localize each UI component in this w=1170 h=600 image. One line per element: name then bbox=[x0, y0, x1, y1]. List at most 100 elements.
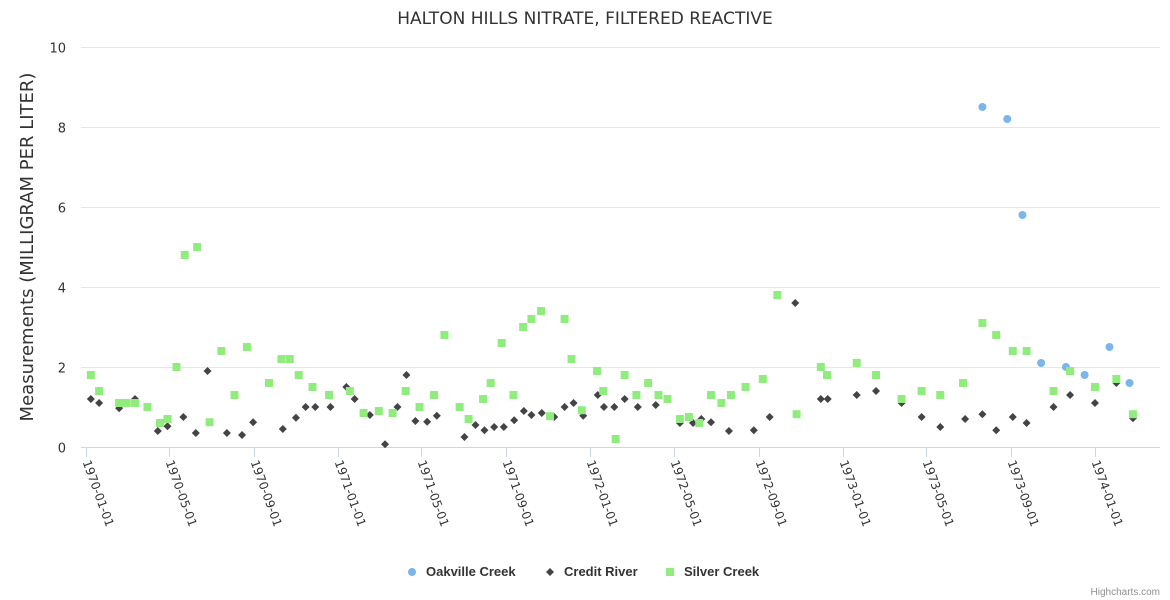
data-point[interactable] bbox=[917, 413, 926, 421]
data-point[interactable] bbox=[325, 391, 334, 399]
data-point[interactable] bbox=[1066, 367, 1075, 375]
data-point[interactable] bbox=[285, 355, 294, 363]
data-point[interactable] bbox=[222, 429, 231, 437]
data-point[interactable] bbox=[816, 395, 825, 403]
data-point[interactable] bbox=[620, 395, 629, 403]
data-point[interactable] bbox=[411, 417, 420, 425]
data-point[interactable] bbox=[345, 387, 354, 395]
data-point[interactable] bbox=[527, 411, 536, 419]
data-point[interactable] bbox=[155, 419, 164, 427]
data-point[interactable] bbox=[365, 411, 374, 419]
data-point[interactable] bbox=[191, 429, 200, 437]
data-point[interactable] bbox=[632, 391, 641, 399]
data-point[interactable] bbox=[765, 413, 774, 421]
data-point[interactable] bbox=[684, 413, 693, 421]
data-point[interactable] bbox=[308, 383, 317, 391]
data-point[interactable] bbox=[633, 403, 642, 411]
data-point[interactable] bbox=[122, 399, 131, 407]
legend-item-credit-river[interactable]: Credit River bbox=[546, 564, 638, 579]
data-point[interactable] bbox=[1080, 371, 1089, 379]
data-point[interactable] bbox=[277, 355, 286, 363]
data-point[interactable] bbox=[758, 375, 767, 383]
data-point[interactable] bbox=[95, 399, 104, 407]
data-point[interactable] bbox=[265, 379, 274, 387]
data-point[interactable] bbox=[978, 410, 987, 419]
data-point[interactable] bbox=[86, 371, 95, 379]
data-point[interactable] bbox=[1049, 387, 1058, 395]
data-point[interactable] bbox=[1128, 410, 1137, 419]
data-point[interactable] bbox=[464, 415, 473, 423]
data-point[interactable] bbox=[959, 379, 968, 387]
data-point[interactable] bbox=[402, 371, 411, 379]
credits-link[interactable]: Highcharts.com bbox=[1091, 587, 1160, 598]
data-point[interactable] bbox=[193, 243, 202, 251]
data-point[interactable] bbox=[727, 391, 736, 399]
legend-item-oakville-creek[interactable]: Oakville Creek bbox=[408, 564, 516, 579]
data-point[interactable] bbox=[537, 409, 546, 417]
data-point[interactable] bbox=[792, 410, 801, 419]
data-point[interactable] bbox=[238, 431, 247, 439]
data-point[interactable] bbox=[1090, 399, 1099, 407]
data-point[interactable] bbox=[115, 399, 124, 407]
data-point[interactable] bbox=[519, 407, 528, 415]
data-point[interactable] bbox=[599, 387, 608, 395]
data-point[interactable] bbox=[961, 415, 970, 423]
data-point[interactable] bbox=[486, 379, 495, 387]
data-point[interactable] bbox=[519, 323, 528, 331]
data-point[interactable] bbox=[852, 391, 861, 399]
data-point[interactable] bbox=[153, 427, 162, 435]
data-point[interactable] bbox=[1008, 347, 1017, 355]
data-point[interactable] bbox=[599, 403, 608, 411]
data-point[interactable] bbox=[499, 423, 508, 431]
data-point[interactable] bbox=[430, 391, 439, 399]
data-point[interactable] bbox=[741, 383, 750, 391]
data-point[interactable] bbox=[510, 416, 519, 425]
data-point[interactable] bbox=[936, 423, 945, 431]
data-point[interactable] bbox=[651, 401, 660, 409]
data-point[interactable] bbox=[620, 371, 629, 379]
data-point[interactable] bbox=[163, 422, 172, 431]
data-point[interactable] bbox=[773, 291, 782, 299]
data-point[interactable] bbox=[326, 403, 335, 411]
data-point[interactable] bbox=[497, 339, 506, 347]
data-point[interactable] bbox=[560, 403, 569, 411]
data-point[interactable] bbox=[1022, 347, 1031, 355]
data-point[interactable] bbox=[593, 367, 602, 375]
data-point[interactable] bbox=[278, 425, 287, 433]
data-point[interactable] bbox=[872, 371, 881, 379]
data-point[interactable] bbox=[1003, 115, 1012, 123]
data-point[interactable] bbox=[560, 315, 569, 323]
data-point[interactable] bbox=[936, 391, 945, 399]
data-point[interactable] bbox=[471, 421, 480, 429]
data-point[interactable] bbox=[374, 407, 383, 415]
data-point[interactable] bbox=[1008, 413, 1017, 421]
data-point[interactable] bbox=[86, 395, 95, 403]
data-point[interactable] bbox=[1037, 359, 1046, 367]
data-point[interactable] bbox=[1125, 379, 1134, 387]
data-point[interactable] bbox=[291, 413, 300, 422]
data-point[interactable] bbox=[823, 371, 832, 379]
data-point[interactable] bbox=[163, 415, 172, 423]
data-point[interactable] bbox=[203, 367, 212, 375]
data-point[interactable] bbox=[537, 307, 546, 315]
data-point[interactable] bbox=[350, 395, 359, 403]
data-point[interactable] bbox=[749, 426, 758, 435]
data-point[interactable] bbox=[1066, 391, 1075, 399]
data-point[interactable] bbox=[180, 251, 189, 259]
data-point[interactable] bbox=[724, 427, 733, 435]
data-point[interactable] bbox=[706, 418, 715, 427]
data-point[interactable] bbox=[644, 379, 653, 387]
data-point[interactable] bbox=[440, 331, 449, 339]
data-point[interactable] bbox=[172, 363, 181, 371]
data-point[interactable] bbox=[1090, 383, 1099, 391]
data-point[interactable] bbox=[567, 355, 576, 363]
data-point[interactable] bbox=[415, 403, 424, 411]
data-point[interactable] bbox=[978, 103, 987, 111]
data-point[interactable] bbox=[460, 433, 469, 441]
data-point[interactable] bbox=[1018, 211, 1027, 219]
data-point[interactable] bbox=[301, 403, 310, 411]
data-point[interactable] bbox=[872, 387, 881, 395]
data-point[interactable] bbox=[611, 435, 620, 443]
data-point[interactable] bbox=[1022, 419, 1031, 427]
data-point[interactable] bbox=[978, 319, 987, 327]
